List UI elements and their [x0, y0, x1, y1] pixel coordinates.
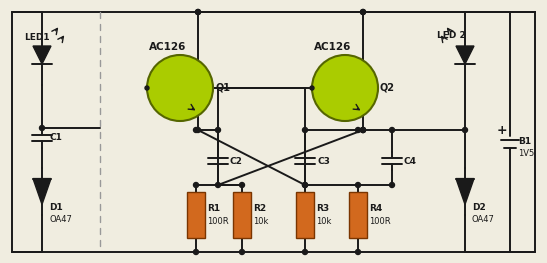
Bar — [187, 192, 205, 238]
Text: C2: C2 — [230, 156, 243, 165]
Circle shape — [147, 55, 213, 121]
Circle shape — [195, 9, 201, 14]
Text: +: + — [497, 124, 507, 136]
Circle shape — [389, 128, 394, 133]
Circle shape — [195, 9, 201, 14]
Circle shape — [39, 125, 44, 130]
Circle shape — [194, 128, 199, 133]
Circle shape — [360, 9, 365, 14]
Circle shape — [463, 128, 468, 133]
Text: Q1: Q1 — [215, 83, 230, 93]
Polygon shape — [33, 46, 51, 64]
Circle shape — [356, 183, 360, 188]
Text: D2: D2 — [472, 203, 486, 211]
Text: B1: B1 — [518, 138, 531, 146]
Circle shape — [302, 183, 307, 188]
Text: D1: D1 — [49, 203, 63, 211]
Text: C1: C1 — [50, 134, 63, 143]
Circle shape — [356, 128, 360, 133]
Text: R1: R1 — [207, 204, 220, 213]
Bar — [349, 192, 367, 238]
Circle shape — [356, 250, 360, 255]
Polygon shape — [456, 46, 474, 64]
Circle shape — [216, 128, 220, 133]
Text: 1V5: 1V5 — [518, 149, 534, 159]
Text: R3: R3 — [316, 204, 329, 213]
Circle shape — [240, 250, 245, 255]
Circle shape — [195, 128, 201, 133]
Text: 100R: 100R — [207, 218, 229, 226]
Text: R2: R2 — [253, 204, 266, 213]
Circle shape — [360, 128, 365, 133]
Polygon shape — [456, 179, 474, 204]
Polygon shape — [33, 179, 51, 204]
Text: LED1: LED1 — [24, 33, 50, 43]
Text: C4: C4 — [404, 156, 417, 165]
Text: AC126: AC126 — [314, 42, 351, 52]
Text: AC126: AC126 — [149, 42, 187, 52]
Text: 10k: 10k — [253, 218, 269, 226]
Circle shape — [360, 9, 365, 14]
Circle shape — [312, 55, 378, 121]
Text: 100R: 100R — [369, 218, 391, 226]
Circle shape — [389, 183, 394, 188]
Text: LED 2: LED 2 — [437, 32, 465, 41]
Text: C3: C3 — [317, 156, 330, 165]
Text: R4: R4 — [369, 204, 382, 213]
Circle shape — [302, 183, 307, 188]
Circle shape — [310, 86, 314, 90]
Text: OA47: OA47 — [472, 215, 495, 225]
Text: 10k: 10k — [316, 218, 331, 226]
Circle shape — [216, 183, 220, 188]
Bar — [233, 192, 251, 238]
Text: Q2: Q2 — [380, 83, 395, 93]
Circle shape — [302, 250, 307, 255]
Text: OA47: OA47 — [49, 215, 72, 225]
Circle shape — [360, 128, 365, 133]
Circle shape — [302, 128, 307, 133]
Circle shape — [194, 183, 199, 188]
Circle shape — [240, 183, 245, 188]
Circle shape — [194, 250, 199, 255]
Circle shape — [360, 128, 365, 133]
Bar — [296, 192, 314, 238]
Circle shape — [145, 86, 149, 90]
